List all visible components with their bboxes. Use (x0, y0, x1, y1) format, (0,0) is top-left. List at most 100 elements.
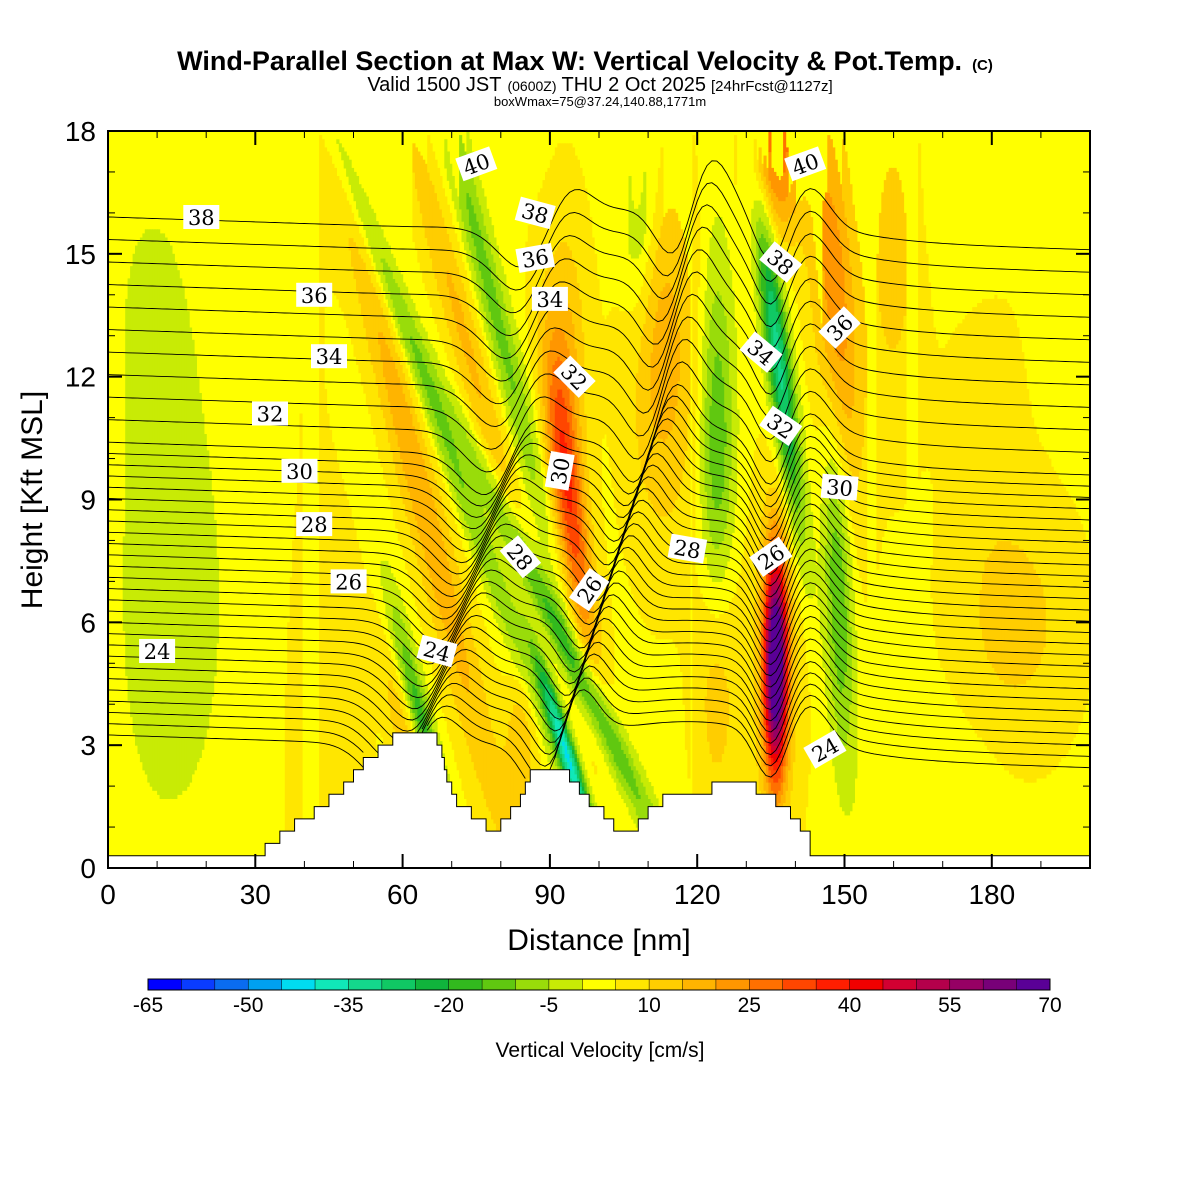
w-cell (765, 196, 769, 210)
w-cell (392, 667, 396, 689)
w-cell (478, 204, 482, 230)
w-cell (778, 200, 782, 218)
w-cell (459, 540, 463, 578)
w-cell (778, 577, 782, 587)
w-cell (144, 229, 148, 775)
w-cell (446, 421, 450, 451)
w-cell (390, 356, 394, 415)
w-cell (984, 298, 988, 562)
w-cell (780, 389, 784, 415)
w-cell (137, 241, 141, 755)
w-cell (724, 528, 728, 570)
w-cell (1028, 401, 1032, 562)
w-cell (537, 540, 541, 562)
theta-contour (108, 441, 1090, 552)
w-cell (392, 577, 396, 607)
w-cell (459, 303, 463, 341)
w-cell (498, 348, 502, 370)
w-cell (675, 307, 679, 406)
w-cell (780, 282, 784, 300)
w-cell (662, 217, 666, 288)
w-cell (410, 700, 414, 713)
w-cell (486, 298, 490, 325)
w-cell (751, 470, 755, 868)
w-cell (630, 790, 634, 804)
w-cell (775, 589, 779, 599)
w-cell (412, 303, 416, 320)
w-cell (655, 434, 659, 513)
w-cell (711, 614, 715, 668)
contour-label-text: 24 (144, 640, 171, 664)
w-cell (461, 311, 465, 349)
w-cell (765, 618, 769, 640)
w-cell (402, 642, 406, 664)
w-cell (439, 176, 443, 210)
contour-label-text: 28 (672, 535, 702, 563)
w-cell (380, 229, 384, 259)
w-cell (962, 319, 966, 713)
w-cell (547, 683, 551, 689)
w-cell (785, 348, 789, 365)
w-cell (542, 651, 546, 660)
w-cell (665, 515, 669, 640)
w-cell (849, 626, 853, 705)
w-cell (775, 606, 779, 722)
w-cell (800, 245, 804, 341)
w-cell (721, 540, 725, 578)
w-cell (424, 429, 428, 447)
w-cell (773, 323, 777, 345)
w-cell (795, 204, 799, 243)
colorbar-swatch (949, 979, 984, 990)
w-cell (878, 311, 882, 554)
w-cell (547, 434, 551, 460)
w-cell (630, 802, 634, 820)
w-cell (959, 323, 963, 709)
w-cell (446, 204, 450, 234)
w-cell (783, 507, 787, 521)
w-cell (584, 663, 588, 673)
w-cell (518, 339, 522, 370)
w-cell (810, 511, 814, 599)
w-cell (554, 691, 558, 697)
w-cell (581, 176, 585, 333)
w-cell (964, 315, 968, 718)
w-cell (763, 704, 767, 726)
w-cell (576, 765, 580, 771)
w-cell (616, 724, 620, 738)
contour-label-text: 34 (537, 288, 564, 312)
w-cell (488, 470, 492, 484)
w-cell (807, 691, 811, 775)
w-cell (800, 200, 804, 247)
w-cell (449, 274, 453, 300)
contour-label-text: 30 (825, 475, 854, 501)
w-cell (464, 323, 468, 357)
w-cell (324, 147, 328, 308)
w-cell (535, 655, 539, 673)
w-cell (807, 282, 811, 402)
w-cell (576, 524, 580, 554)
w-cell (780, 679, 784, 701)
w-cell (395, 266, 399, 284)
w-cell (437, 487, 441, 521)
w-cell (466, 393, 470, 410)
w-cell (434, 458, 438, 480)
w-cell (473, 212, 477, 247)
w-cell (564, 585, 568, 603)
w-cell (351, 520, 355, 868)
w-cell (734, 593, 738, 861)
w-cell (476, 282, 480, 300)
w-cell (348, 237, 352, 251)
w-cell (461, 221, 465, 243)
w-cell (574, 749, 578, 754)
colorbar-tick-label: 25 (738, 994, 761, 1017)
w-cell (572, 741, 576, 746)
w-cell (402, 700, 406, 718)
w-cell (947, 339, 951, 685)
w-cell (402, 339, 406, 349)
w-cell (449, 573, 453, 648)
w-cell (763, 724, 767, 746)
w-cell (1053, 470, 1057, 771)
w-cell (424, 348, 428, 365)
w-cell (427, 397, 431, 415)
w-cell (437, 200, 441, 292)
